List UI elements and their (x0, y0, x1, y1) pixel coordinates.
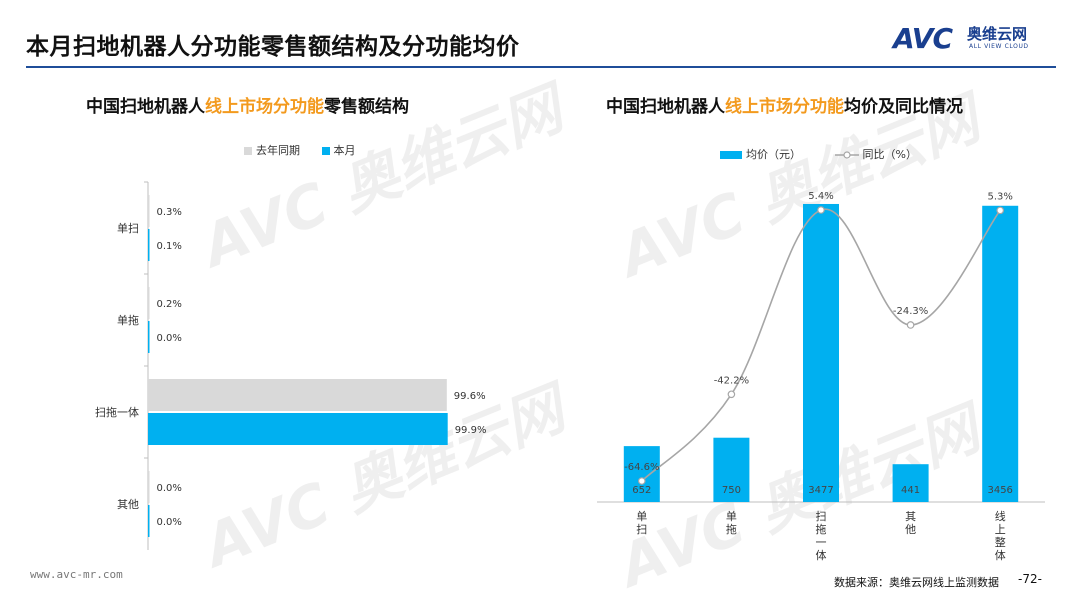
legend-item-last-year: 去年同期 (244, 144, 300, 157)
logo-english-name: ALL VIEW CLOUD (969, 43, 1029, 50)
bar (148, 413, 448, 445)
category-label-char: 单 (636, 510, 647, 523)
category-label-char: 整 (995, 535, 1006, 549)
price-bar (623, 446, 660, 502)
category-label-char: 拖 (816, 522, 827, 536)
left-chart-title: 中国扫地机器人线上市场分功能零售额结构 (86, 97, 409, 117)
logo-chinese-name: 奥维云网 (967, 25, 1028, 43)
bar (148, 195, 150, 227)
bar-value-label: 0.0% (157, 483, 182, 494)
category-label-char: 拖 (726, 522, 737, 536)
bar (148, 287, 150, 319)
yoy-point (637, 477, 646, 485)
bar (148, 471, 150, 503)
yoy-value-label: -64.6% (624, 462, 659, 473)
bar-value-label: 99.6% (454, 391, 486, 402)
price-value-label: 441 (901, 485, 920, 496)
category-label-char: 线 (995, 509, 1006, 523)
category-label-char: 体 (816, 548, 827, 562)
category-label-char: 其 (905, 510, 916, 523)
yoy-point (996, 206, 1005, 215)
price-bar (892, 464, 929, 502)
bar-value-label: 0.0% (157, 333, 182, 344)
price-bar (713, 437, 750, 502)
right-chart-legend: 均价（元） 同比（%） (720, 146, 917, 162)
title-divider (26, 66, 1056, 68)
legend-item-avg-price: 均价（元） (720, 148, 801, 161)
right-chart-title: 中国扫地机器人线上市场分功能均价及同比情况 (606, 97, 963, 117)
bar-value-label: 0.2% (157, 299, 182, 310)
legend-item-this-month: 本月 (321, 144, 356, 157)
category-label: 单拖 (117, 313, 139, 327)
legend-item-yoy: 同比（%） (834, 148, 917, 161)
page-number: -72- (1018, 572, 1042, 586)
logo-mark: AVC (893, 22, 953, 55)
footer-website: www.avc-mr.com (30, 568, 123, 581)
category-label-char: 上 (995, 523, 1006, 536)
bar (148, 321, 150, 353)
yoy-value-label: 5.3% (987, 191, 1012, 202)
category-label: 扫拖一体 (95, 405, 139, 419)
bar-value-label: 0.0% (157, 517, 182, 528)
category-label: 其他 (117, 498, 139, 511)
bar (148, 505, 150, 537)
bar (148, 379, 447, 411)
category-label-char: 体 (995, 548, 1006, 562)
price-value-label: 652 (632, 485, 651, 496)
category-label: 单扫 (117, 222, 139, 235)
yoy-value-label: 5.4% (808, 191, 833, 202)
yoy-value-label: -42.2% (714, 375, 749, 386)
yoy-value-label: -24.3% (893, 306, 928, 317)
price-value-label: 3456 (987, 485, 1012, 496)
yoy-point (727, 390, 736, 399)
category-label-char: 扫 (636, 523, 647, 536)
category-label-char: 单 (726, 510, 737, 523)
price-value-label: 750 (722, 485, 741, 496)
yoy-point (817, 206, 825, 214)
bar-value-label: 99.9% (455, 425, 487, 436)
page-title: 本月扫地机器人分功能零售额结构及分功能均价 (26, 34, 520, 60)
category-label-char: 扫 (816, 510, 827, 523)
footer-data-source: 数据来源：奥维云网线上监测数据 (834, 576, 999, 589)
yoy-point (906, 321, 915, 329)
avc-logo: AVC 奥维云网 ALL VIEW CLOUD (893, 22, 1053, 58)
bar-value-label: 0.1% (157, 241, 182, 252)
bar (148, 229, 150, 261)
price-bar (982, 205, 1019, 502)
category-label-char: 他 (905, 523, 916, 536)
legend-line-marker-icon (834, 151, 859, 159)
price-value-label: 3477 (808, 485, 833, 496)
price-bar (803, 203, 839, 502)
bar-value-label: 0.3% (157, 207, 182, 218)
category-label-char: 一 (816, 536, 827, 549)
left-chart-legend: 去年同期 本月 (244, 142, 356, 158)
